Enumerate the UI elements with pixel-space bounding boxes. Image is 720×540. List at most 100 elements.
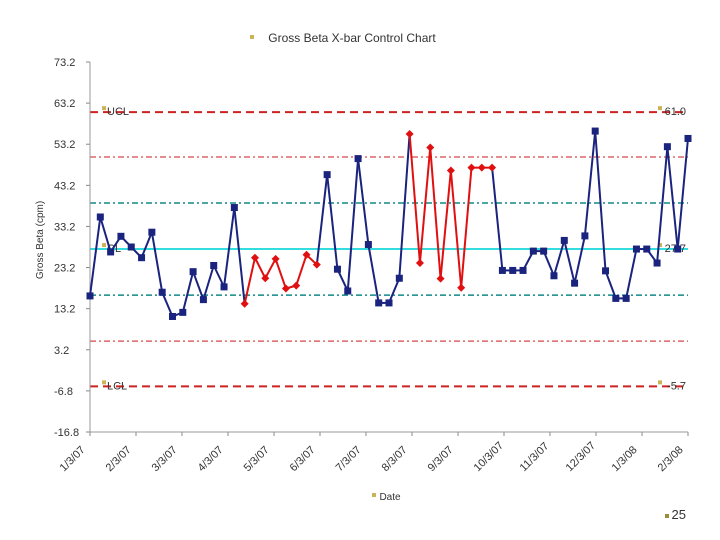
x-tick-label: 7/3/07 — [334, 444, 364, 474]
series-segment — [388, 277, 401, 304]
data-point — [632, 245, 640, 253]
series-segment — [625, 248, 638, 299]
data-point-highlighted — [467, 163, 476, 172]
data-point — [199, 296, 207, 304]
series-segment — [212, 265, 225, 288]
data-point — [571, 279, 579, 287]
data-point — [148, 228, 156, 236]
data-point — [189, 268, 197, 276]
data-point — [375, 299, 383, 307]
y-tick-label: 33.2 — [54, 221, 75, 233]
data-point — [653, 259, 661, 267]
x-tick-label: 9/3/07 — [426, 444, 456, 474]
series-segment — [161, 291, 174, 317]
data-point — [138, 254, 146, 262]
data-point-highlighted — [292, 281, 301, 290]
data-point-highlighted — [488, 163, 497, 172]
y-tick-label: 73.2 — [54, 57, 75, 69]
y-tick-label: 13.2 — [54, 304, 75, 316]
data-point — [663, 143, 671, 151]
series-segment — [439, 170, 452, 279]
x-title-bullet — [372, 493, 376, 497]
series-segment — [357, 158, 370, 245]
data-point — [519, 266, 527, 274]
series-segment — [449, 170, 463, 288]
series-segment — [243, 257, 256, 304]
data-point — [96, 213, 104, 221]
series-segment — [99, 216, 112, 253]
series-segment — [140, 231, 153, 259]
data-point — [529, 247, 537, 255]
lcl-value-marker — [658, 380, 662, 385]
data-point-highlighted — [405, 129, 414, 138]
y-tick-label: 23.2 — [54, 263, 75, 275]
series-segment — [315, 174, 329, 265]
y-tick-label: 53.2 — [54, 139, 75, 151]
series-segment — [181, 271, 195, 313]
data-point — [117, 232, 125, 240]
ucl-label: UCL — [107, 106, 129, 118]
series-segment — [326, 174, 339, 270]
data-point — [210, 262, 218, 269]
y-tick-label: 63.2 — [54, 98, 75, 110]
data-point — [354, 155, 362, 163]
data-point — [498, 266, 506, 274]
series-segment — [89, 216, 102, 297]
series-segment — [594, 130, 607, 271]
data-point — [581, 232, 589, 240]
data-point-highlighted — [240, 299, 249, 308]
series-segment — [542, 250, 555, 277]
series-segment — [666, 146, 679, 250]
x-tick-label: 5/3/07 — [242, 444, 272, 474]
series-segment — [367, 244, 380, 304]
data-point — [550, 272, 558, 280]
x-tick-label: 8/3/07 — [380, 444, 410, 474]
lcl-value-label: -5.7 — [667, 380, 686, 392]
data-point-highlighted — [250, 253, 259, 262]
data-point — [127, 243, 135, 251]
x-tick-label: 11/3/07 — [518, 440, 552, 474]
series-segment — [491, 167, 504, 271]
data-point-highlighted — [436, 274, 445, 283]
x-tick-label: 12/3/07 — [564, 440, 598, 474]
data-point — [323, 171, 331, 179]
series-segment — [346, 158, 360, 292]
slide-number-text: 25 — [671, 507, 686, 522]
x-tick-label: 3/3/07 — [150, 444, 180, 474]
series-segment — [233, 207, 246, 304]
data-point-highlighted — [457, 283, 466, 292]
x-tick-label: 10/3/07 — [472, 440, 506, 474]
cl-value-marker — [658, 243, 662, 248]
data-point-highlighted — [426, 143, 435, 152]
ucl-value-marker — [658, 106, 662, 111]
ucl-label-marker — [102, 106, 106, 111]
x-tick-label: 4/3/07 — [196, 444, 226, 474]
series-segment — [553, 240, 566, 277]
series-segment — [583, 130, 597, 236]
data-point-highlighted — [302, 250, 311, 259]
x-tick-label: 2/3/08 — [656, 444, 686, 474]
series-segment — [336, 268, 349, 292]
series-segment — [676, 138, 689, 250]
data-point — [684, 134, 692, 142]
data-point — [560, 236, 568, 244]
series-segment — [264, 258, 277, 279]
series-segment — [563, 240, 576, 284]
data-point — [509, 266, 517, 274]
x-tick-label: 6/3/07 — [288, 444, 318, 474]
series-segment — [254, 257, 267, 279]
slide-number: 25 — [664, 507, 686, 522]
data-point — [179, 308, 187, 316]
series-segment — [604, 270, 617, 299]
chart-title: Gross Beta X-bar Control Chart — [268, 31, 436, 45]
series-segment — [223, 207, 236, 288]
lcl-label: LCL — [107, 380, 127, 392]
series-segment — [418, 147, 432, 264]
data-point — [385, 299, 393, 307]
data-point — [158, 288, 166, 296]
data-point — [230, 204, 238, 212]
data-point-highlighted — [312, 260, 321, 269]
data-point — [612, 294, 620, 302]
series-segment — [398, 133, 411, 279]
